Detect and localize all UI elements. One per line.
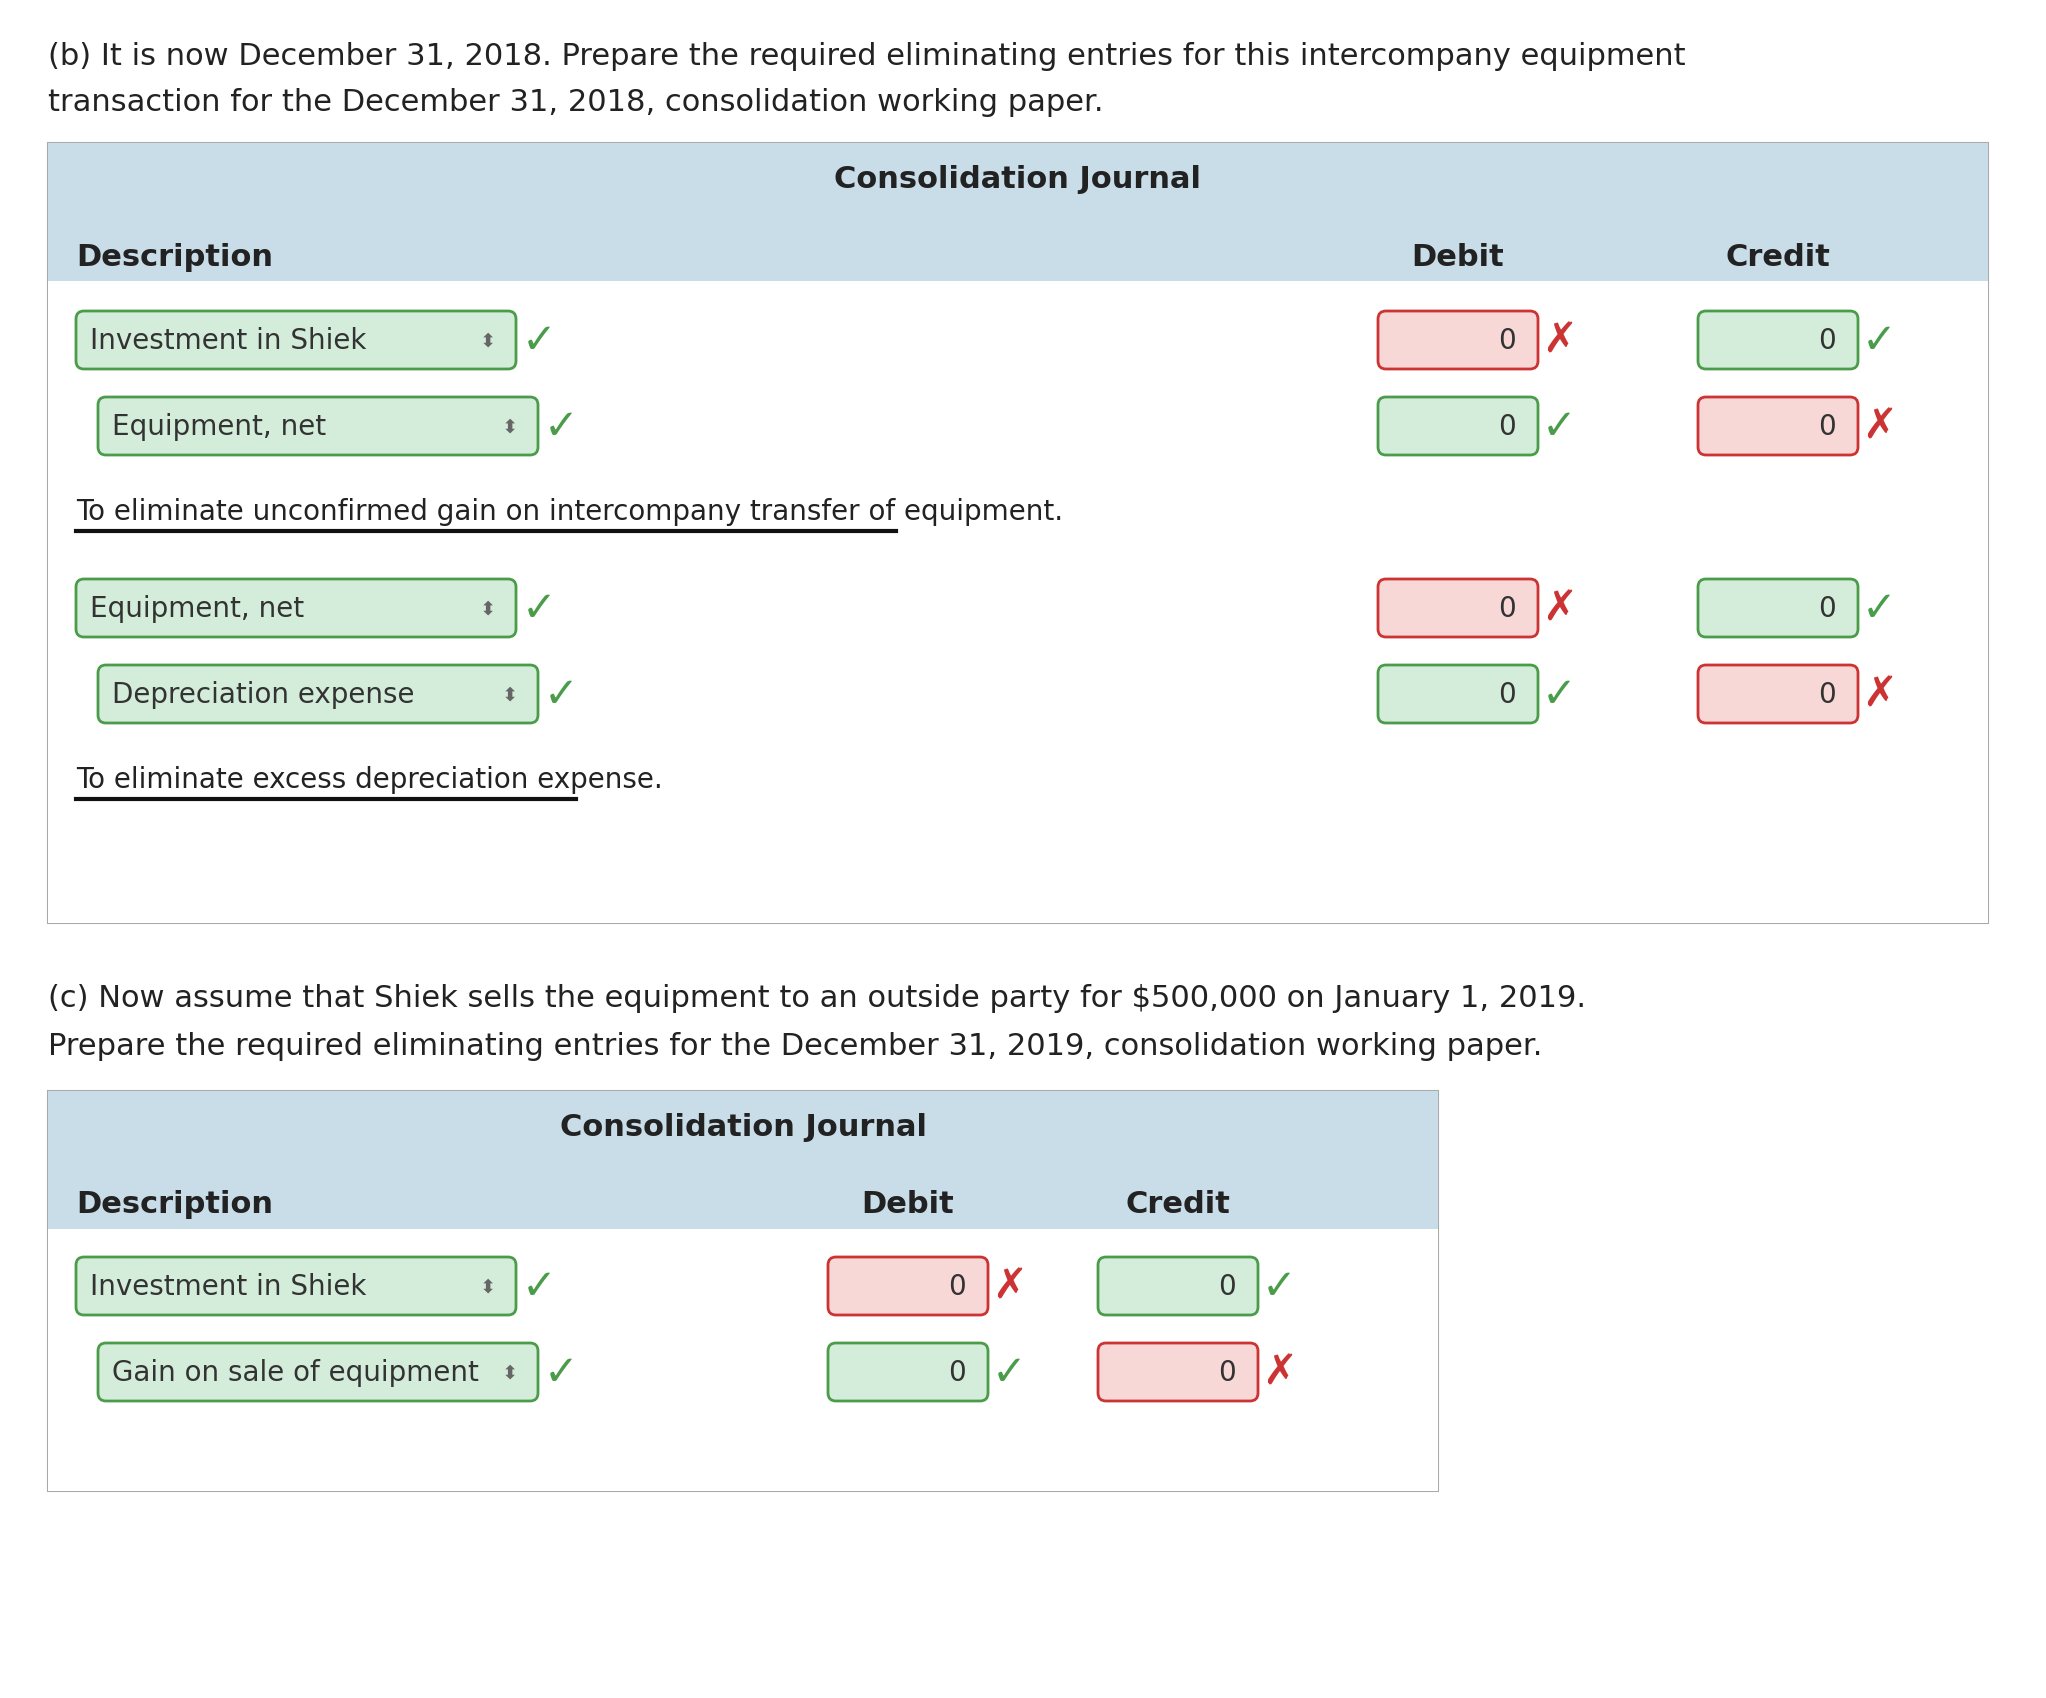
FancyBboxPatch shape [1698, 397, 1858, 455]
Text: ✓: ✓ [522, 319, 557, 362]
Bar [47, 1092, 1438, 1163]
Text: Credit: Credit [1725, 243, 1831, 272]
Text: ✗: ✗ [1862, 406, 1897, 448]
FancyBboxPatch shape [1698, 666, 1858, 723]
FancyBboxPatch shape [1379, 312, 1539, 370]
Text: (c) Now assume that Shiek sells the equipment to an outside party for $500,000 o: (c) Now assume that Shiek sells the equi… [47, 983, 1586, 1012]
Text: Debit: Debit [1412, 243, 1504, 272]
Text: ✓: ✓ [992, 1352, 1027, 1392]
Text: Credit: Credit [1125, 1190, 1230, 1219]
Bar [47, 216, 1989, 282]
FancyBboxPatch shape [98, 1343, 538, 1401]
Text: (b) It is now December 31, 2018. Prepare the required eliminating entries for th: (b) It is now December 31, 2018. Prepare… [47, 42, 1686, 71]
Text: Investment in Shiek: Investment in Shiek [90, 1272, 366, 1301]
Text: ✗: ✗ [1543, 588, 1577, 630]
Bar [47, 1163, 1438, 1229]
Text: 0: 0 [947, 1272, 966, 1301]
FancyBboxPatch shape [1379, 579, 1539, 638]
Text: 0: 0 [1819, 594, 1835, 623]
Text: 0: 0 [1819, 326, 1835, 355]
Bar [47, 282, 1989, 924]
Text: 0: 0 [1498, 413, 1516, 441]
Bar [47, 1092, 1438, 1491]
Text: ✓: ✓ [522, 588, 557, 630]
Text: To eliminate excess depreciation expense.: To eliminate excess depreciation expense… [76, 766, 663, 793]
Text: ⬍: ⬍ [481, 599, 497, 618]
Text: 0: 0 [1498, 594, 1516, 623]
FancyBboxPatch shape [76, 1257, 516, 1316]
Text: ✓: ✓ [1543, 674, 1577, 715]
Text: ✓: ✓ [1862, 319, 1897, 362]
Text: To eliminate unconfirmed gain on intercompany transfer of equipment.: To eliminate unconfirmed gain on interco… [76, 498, 1064, 526]
Text: Debit: Debit [861, 1190, 953, 1219]
Text: ✓: ✓ [544, 674, 579, 715]
FancyBboxPatch shape [829, 1343, 988, 1401]
FancyBboxPatch shape [829, 1257, 988, 1316]
Text: ✓: ✓ [544, 406, 579, 448]
Text: transaction for the December 31, 2018, consolidation working paper.: transaction for the December 31, 2018, c… [47, 88, 1103, 117]
Text: ⬍: ⬍ [481, 331, 497, 350]
Text: Consolidation Journal: Consolidation Journal [835, 165, 1201, 194]
Text: 0: 0 [1217, 1272, 1236, 1301]
Text: ⬍: ⬍ [501, 1363, 518, 1382]
Text: Gain on sale of equipment: Gain on sale of equipment [113, 1358, 479, 1386]
FancyBboxPatch shape [76, 312, 516, 370]
Text: ✓: ✓ [1262, 1265, 1297, 1307]
Bar [47, 144, 1989, 924]
FancyBboxPatch shape [76, 579, 516, 638]
Text: Consolidation Journal: Consolidation Journal [559, 1112, 927, 1141]
Text: Equipment, net: Equipment, net [90, 594, 305, 623]
Text: ⬍: ⬍ [501, 684, 518, 705]
Text: Depreciation expense: Depreciation expense [113, 681, 415, 708]
Text: 0: 0 [1217, 1358, 1236, 1386]
FancyBboxPatch shape [1379, 666, 1539, 723]
Text: ✓: ✓ [1543, 406, 1577, 448]
Text: ✓: ✓ [544, 1352, 579, 1392]
Text: 0: 0 [1819, 681, 1835, 708]
Text: ✗: ✗ [1262, 1352, 1297, 1392]
FancyBboxPatch shape [1099, 1257, 1258, 1316]
Text: ✓: ✓ [522, 1265, 557, 1307]
Text: Investment in Shiek: Investment in Shiek [90, 326, 366, 355]
FancyBboxPatch shape [1698, 579, 1858, 638]
Text: 0: 0 [1498, 326, 1516, 355]
FancyBboxPatch shape [1698, 312, 1858, 370]
FancyBboxPatch shape [98, 397, 538, 455]
Bar [47, 144, 1989, 216]
FancyBboxPatch shape [1099, 1343, 1258, 1401]
FancyBboxPatch shape [98, 666, 538, 723]
Text: 0: 0 [1498, 681, 1516, 708]
FancyBboxPatch shape [1379, 397, 1539, 455]
Text: Description: Description [76, 1190, 272, 1219]
Text: Description: Description [76, 243, 272, 272]
Text: ✗: ✗ [1543, 319, 1577, 362]
Text: ✗: ✗ [992, 1265, 1027, 1307]
Text: ⬍: ⬍ [481, 1277, 497, 1296]
Text: Prepare the required eliminating entries for the December 31, 2019, consolidatio: Prepare the required eliminating entries… [47, 1031, 1543, 1060]
Text: ⬍: ⬍ [501, 418, 518, 436]
Text: 0: 0 [1819, 413, 1835, 441]
Text: 0: 0 [947, 1358, 966, 1386]
Text: Equipment, net: Equipment, net [113, 413, 325, 441]
Text: ✗: ✗ [1862, 674, 1897, 715]
Bar [47, 1229, 1438, 1491]
Text: ✓: ✓ [1862, 588, 1897, 630]
